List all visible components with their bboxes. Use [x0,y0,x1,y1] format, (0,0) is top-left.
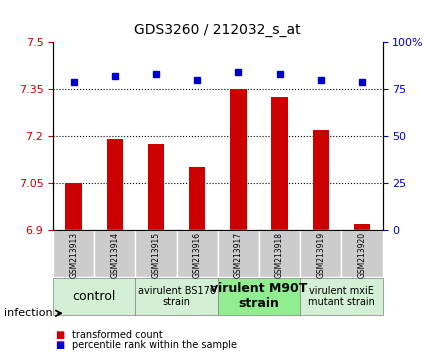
FancyBboxPatch shape [53,230,94,277]
Text: GSM213919: GSM213919 [316,232,325,278]
FancyBboxPatch shape [177,230,218,277]
Text: GSM213916: GSM213916 [193,232,202,278]
Bar [189,167,205,230]
FancyBboxPatch shape [94,230,136,277]
FancyBboxPatch shape [300,278,383,315]
Text: ■: ■ [55,330,65,339]
FancyBboxPatch shape [300,230,341,277]
FancyBboxPatch shape [136,278,218,315]
Text: GSM213913: GSM213913 [69,232,78,278]
Text: GSM213915: GSM213915 [152,232,161,278]
Bar [230,89,246,230]
Bar [271,97,288,230]
Text: GSM213918: GSM213918 [275,232,284,278]
Bar [148,144,164,230]
FancyBboxPatch shape [341,230,382,277]
Text: GSM213917: GSM213917 [234,232,243,278]
Text: virulent M90T
strain: virulent M90T strain [210,282,308,310]
Text: transformed count: transformed count [72,330,163,339]
FancyBboxPatch shape [218,230,259,277]
Text: avirulent BS176
strain: avirulent BS176 strain [138,286,215,307]
Text: control: control [73,290,116,303]
FancyBboxPatch shape [259,230,300,277]
Bar [107,139,123,230]
Text: virulent mxiE
mutant strain: virulent mxiE mutant strain [308,286,375,307]
Title: GDS3260 / 212032_s_at: GDS3260 / 212032_s_at [134,23,301,37]
Text: GSM213914: GSM213914 [110,232,119,278]
Text: percentile rank within the sample: percentile rank within the sample [72,340,237,350]
Bar [312,130,329,230]
Bar [354,224,370,230]
FancyBboxPatch shape [53,278,136,315]
Text: ■: ■ [55,340,65,350]
Bar [65,183,82,230]
FancyBboxPatch shape [136,230,177,277]
FancyBboxPatch shape [218,278,300,315]
Text: infection: infection [4,308,53,318]
Text: GSM213920: GSM213920 [357,232,366,278]
